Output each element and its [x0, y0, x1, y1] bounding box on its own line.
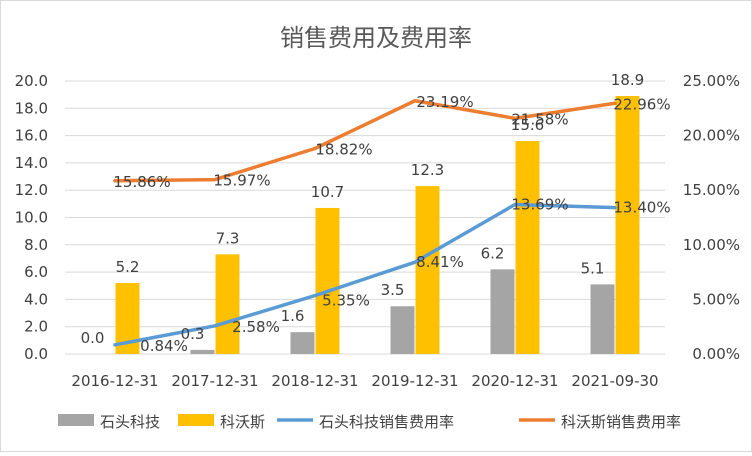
y-left-tick-label: 2.0: [24, 318, 48, 336]
y-left-tick-label: 14.0: [15, 154, 48, 172]
bar-data-label: 5.2: [116, 258, 140, 276]
bar-data-label: 5.1: [581, 259, 605, 277]
legend-swatch: [178, 414, 214, 426]
bar-shitou: [490, 269, 515, 354]
line-data-label: 0.84%: [140, 337, 188, 355]
line-data-label: 8.41%: [416, 253, 464, 271]
legend-label: 科沃斯: [220, 413, 265, 431]
bar-data-label: 6.2: [481, 244, 505, 262]
bar-data-label: 1.6: [281, 307, 305, 325]
x-tick-label: 2020-12-31: [471, 372, 558, 390]
legend-label: 石头科技销售费用率: [319, 413, 454, 431]
line-data-label: 5.35%: [322, 292, 370, 310]
legend-label: 石头科技: [100, 413, 160, 431]
lines: [113, 99, 617, 347]
bar-kewosi: [615, 96, 640, 354]
bar-data-label: 0.0: [81, 329, 105, 347]
y-left-tick-label: 4.0: [24, 290, 48, 308]
legend-swatch: [58, 414, 94, 426]
y-left-tick-label: 12.0: [15, 181, 48, 199]
gridlines: [65, 80, 665, 355]
x-axis: 2016-12-31 2017-12-31 2018-12-31 2019-12-31…: [71, 372, 658, 390]
bar-data-label: 15.6: [511, 116, 544, 134]
bar-kewosi: [215, 254, 240, 354]
bar-shitou: [190, 349, 215, 354]
y-right-tick-label: 25.00%: [683, 72, 740, 90]
line-data-label: 15.86%: [113, 173, 170, 191]
legend: 石头科技 科沃斯 石头科技销售费用率 科沃斯销售费用率: [58, 413, 681, 431]
x-tick-label: 2017-12-31: [171, 372, 258, 390]
bar-data-label: 10.7: [311, 183, 344, 201]
y-right-tick-label: 10.00%: [683, 236, 740, 254]
x-tick-label: 2019-12-31: [371, 372, 458, 390]
x-tick-label: 2016-12-31: [71, 372, 158, 390]
line-kewosi-expense-rate: [113, 99, 617, 183]
chart-title: 销售费用及费用率: [280, 24, 472, 52]
bar-data-label: 18.9: [611, 71, 644, 89]
y-left-tick-label: 18.0: [15, 99, 48, 117]
bar-kewosi: [315, 207, 340, 354]
bar-shitou: [590, 284, 615, 354]
bar-data-label: 7.3: [216, 229, 240, 247]
y-right-tick-label: 20.00%: [683, 127, 740, 145]
left-axis: 0.0 2.0 4.0 6.0 8.0 10.0 12.0 14.0 16.0 18.0 20.0: [15, 72, 48, 363]
line-data-label: 21.58%: [511, 110, 568, 128]
line-data-label: 13.69%: [511, 196, 568, 214]
y-left-tick-label: 8.0: [24, 236, 48, 254]
bar-data-label: 3.5: [381, 281, 405, 299]
x-tick-label: 2021-09-30: [571, 372, 658, 390]
bar-data-label: 0.3: [181, 325, 205, 343]
y-left-tick-label: 16.0: [15, 127, 48, 145]
line-data-label: 13.40%: [613, 199, 670, 217]
right-axis: 0.00% 5.00% 10.00% 15.00% 20.00% 25.00%: [683, 72, 740, 363]
line-shitou-expense-rate: [113, 202, 617, 347]
line-data-label: 18.82%: [315, 140, 372, 158]
x-tick-label: 2018-12-31: [271, 372, 358, 390]
line-data-label: 23.19%: [416, 93, 473, 111]
bar-data-label: 12.3: [411, 161, 444, 179]
y-left-tick-label: 6.0: [24, 263, 48, 281]
y-right-tick-label: 15.00%: [683, 181, 740, 199]
legend-label: 科沃斯销售费用率: [561, 413, 681, 431]
bar-shitou: [290, 332, 315, 354]
y-left-tick-label: 20.0: [15, 72, 48, 90]
y-left-tick-label: 10.0: [15, 209, 48, 227]
bar-shitou: [390, 306, 415, 354]
line-data-label: 2.58%: [232, 318, 280, 336]
y-left-tick-label: 0.0: [24, 345, 48, 363]
bar-kewosi: [515, 141, 540, 354]
line-data-label: 22.96%: [613, 95, 670, 113]
bar-kewosi: [415, 186, 440, 354]
y-right-tick-label: 5.00%: [692, 290, 740, 308]
y-right-tick-label: 0.00%: [692, 345, 740, 363]
bars: [115, 96, 640, 354]
line-data-label: 15.97%: [213, 172, 270, 190]
data-labels: 0.0 0.3 1.6 3.5 6.2 5.1 5.2 7.3 10.7 12.3 15.6 18.9…: [81, 71, 671, 355]
